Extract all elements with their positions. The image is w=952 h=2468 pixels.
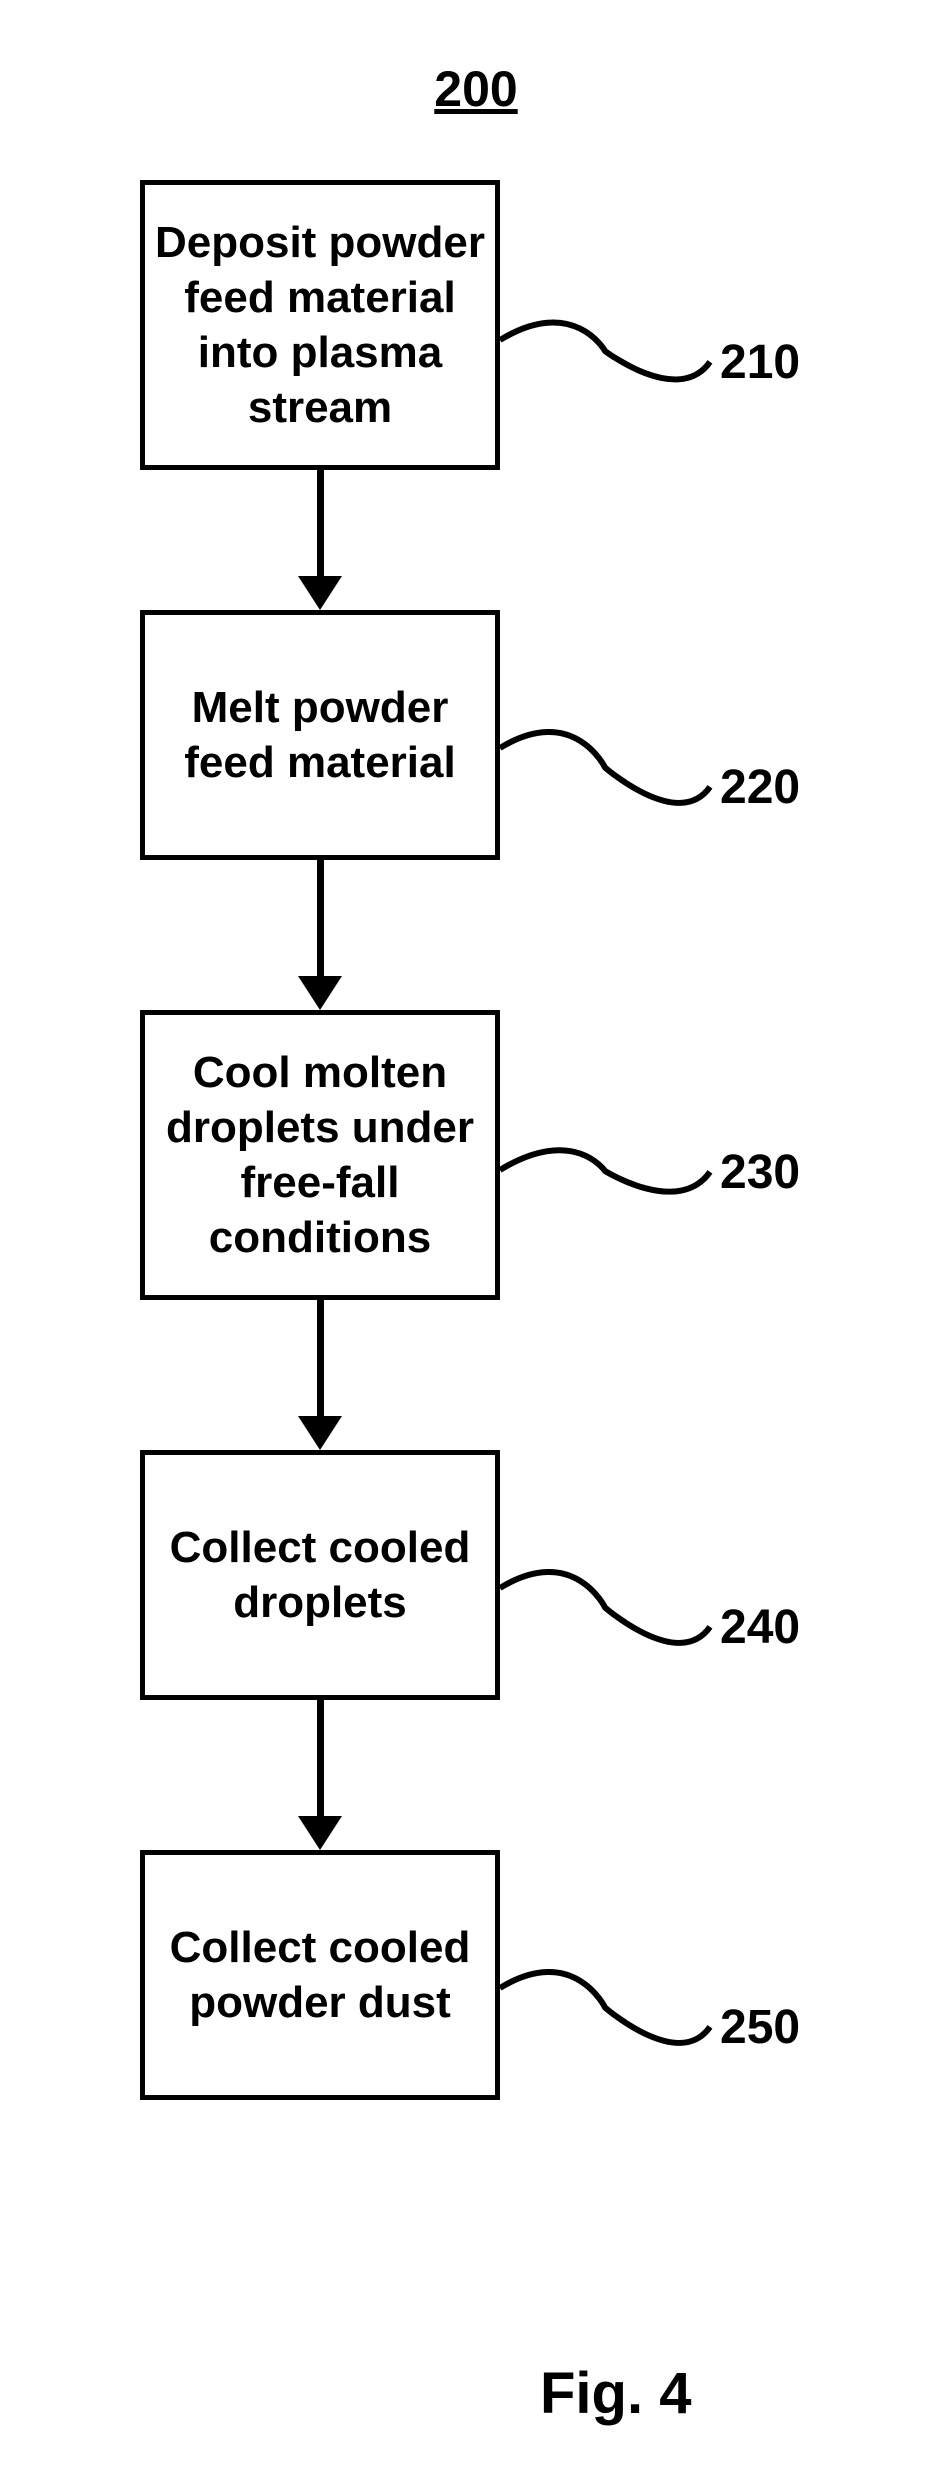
ref-label-220: 220 (720, 760, 800, 815)
arrow-shaft-2 (317, 1300, 324, 1416)
leader-line (495, 1928, 715, 2087)
flow-step-label: Melt powderfeed material (184, 680, 455, 790)
leader-line (495, 688, 715, 847)
ref-label-240: 240 (720, 1600, 800, 1655)
leader-line (495, 1528, 715, 1687)
arrow-head-2 (298, 1416, 342, 1450)
arrow-head-3 (298, 1816, 342, 1850)
arrow-shaft-3 (317, 1700, 324, 1816)
flow-step-n2: Melt powderfeed material (140, 610, 500, 860)
leader-line (495, 1110, 715, 1232)
arrow-shaft-0 (317, 470, 324, 576)
arrow-head-1 (298, 976, 342, 1010)
flow-step-n1: Deposit powderfeed materialinto plasmast… (140, 180, 500, 470)
flow-step-label: Cool moltendroplets underfree-fallcondit… (166, 1045, 474, 1265)
figure-label: Fig. 4 (540, 2360, 691, 2427)
ref-label-230: 230 (720, 1145, 800, 1200)
flow-step-label: Collect cooledpowder dust (170, 1920, 471, 2030)
flow-step-label: Deposit powderfeed materialinto plasmast… (155, 215, 485, 435)
diagram-title: 200 (0, 60, 952, 118)
arrow-shaft-1 (317, 860, 324, 976)
ref-label-210: 210 (720, 335, 800, 390)
flow-step-n3: Cool moltendroplets underfree-fallcondit… (140, 1010, 500, 1300)
arrow-head-0 (298, 576, 342, 610)
flow-step-label: Collect cooleddroplets (170, 1520, 471, 1630)
flow-step-n5: Collect cooledpowder dust (140, 1850, 500, 2100)
leader-line (495, 280, 715, 422)
ref-label-250: 250 (720, 2000, 800, 2055)
flow-step-n4: Collect cooleddroplets (140, 1450, 500, 1700)
